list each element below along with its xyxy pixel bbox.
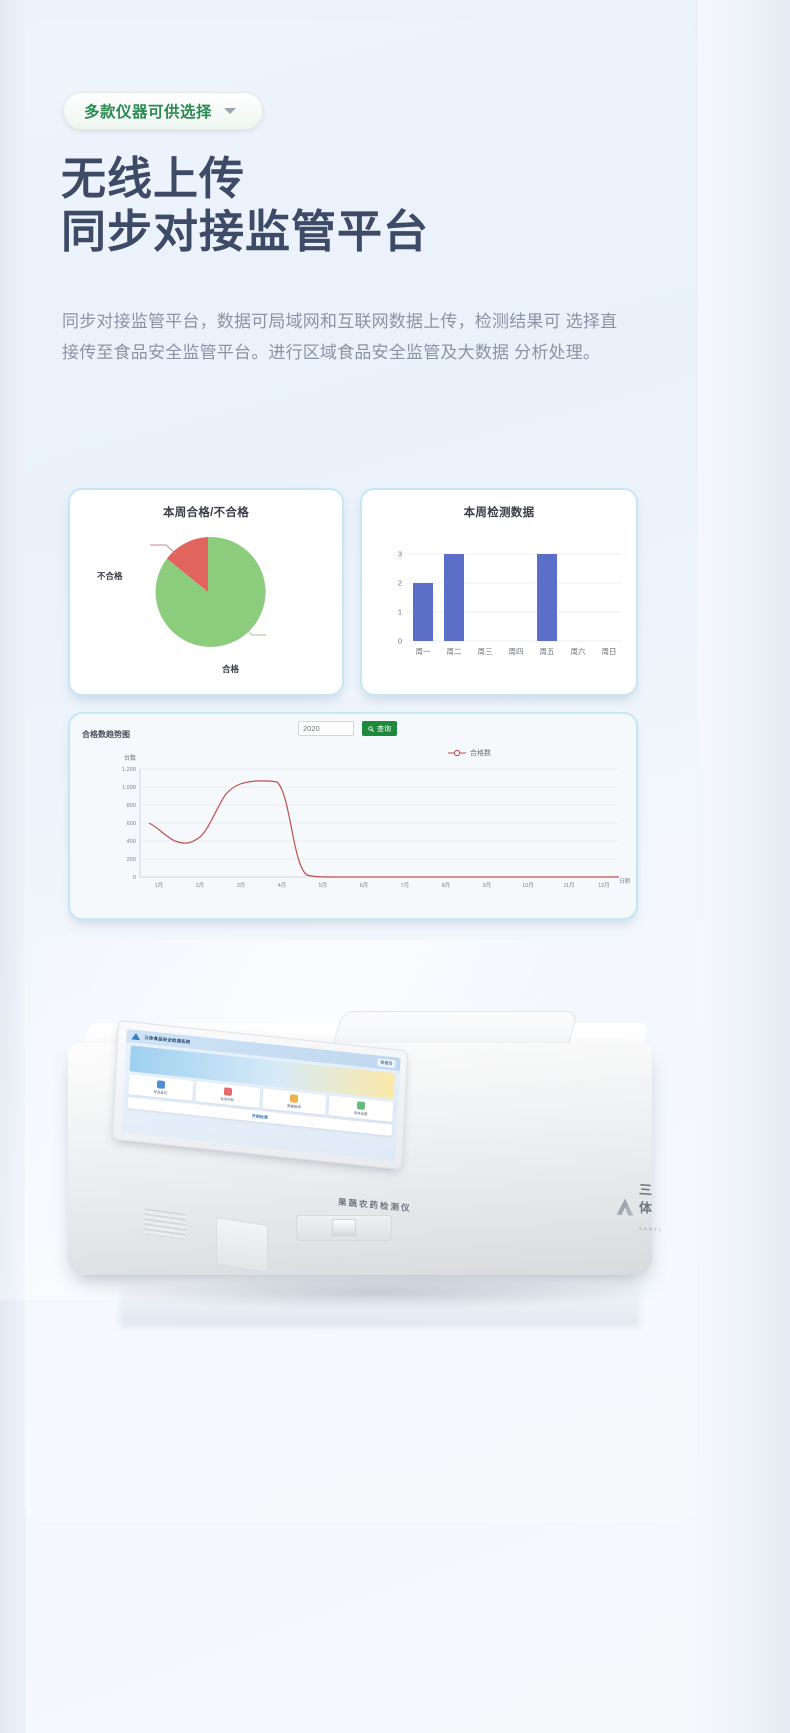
legend-label: 合格数 (470, 750, 491, 757)
tile-label: 系统设置 (353, 1111, 368, 1117)
device-vent (144, 1208, 186, 1240)
line-chart-area: 台数 1,200 1,000 800 600 400 200 0 (70, 744, 636, 904)
device-side-door (216, 1216, 268, 1274)
line-ytick-0: 0 (133, 875, 136, 881)
tile-icon (223, 1086, 232, 1096)
page-description: 同步对接监管平台，数据可局域网和互联网数据上传，检测结果可 选择直接传至食品安全… (62, 312, 618, 362)
search-button-label: 查询 (377, 725, 391, 733)
line-chart-toolbar: 合格数趋势图 2020 查询 合格数 (70, 714, 636, 757)
headline-line-2: 同步对接监管平台 (61, 205, 430, 258)
device-front-label: 果蔬农药检测仪 (338, 1196, 412, 1214)
pie-chart-card: 本周合格/不合格 不合格 合格 (68, 488, 344, 696)
search-icon (368, 725, 374, 732)
bar-ytick-3: 3 (398, 550, 402, 559)
pie-label-fail: 不合格 (97, 571, 123, 581)
line-xtick-8: 9月 (483, 882, 491, 889)
device-reflection (120, 1281, 640, 1327)
line-xtick-9: 10月 (522, 882, 533, 889)
tile-label: 检测项目 (220, 1097, 235, 1103)
bar-ytick-1: 1 (398, 608, 402, 617)
line-ytick-200: 200 (127, 857, 136, 863)
line-xtick-7: 8月 (442, 882, 450, 889)
year-input[interactable]: 2020 (298, 721, 354, 736)
instrument-select-badge[interactable]: 多款仪器可供选择 (63, 92, 263, 130)
bar-xtick-0: 周一 (416, 647, 431, 656)
bar-xtick-3: 周四 (509, 647, 524, 656)
left-edge-shade (0, 0, 26, 1733)
line-xtick-0: 1月 (155, 882, 163, 889)
line-xlabel: 日期 (619, 878, 630, 885)
brand-name-cn: 三体 (639, 1181, 654, 1216)
bar-chart-area: 3 2 1 0 周一 周二 (362, 520, 636, 682)
bar-xtick-1: 周二 (447, 647, 462, 656)
line-xtick-10: 11月 (564, 882, 575, 889)
line-xtick-6: 7月 (401, 882, 409, 889)
line-chart-card: 合格数趋势图 2020 查询 合格数 台数 1,2 (68, 712, 638, 920)
line-xtick-1: 2月 (196, 882, 204, 889)
tile-label: 样品登记 (153, 1090, 168, 1096)
bar-xtick-5: 周六 (571, 646, 586, 656)
line-chart-svg: 台数 1,200 1,000 800 600 400 200 0 (122, 754, 630, 889)
chevron-down-icon (224, 108, 237, 114)
brand-logo-icon (616, 1197, 634, 1216)
device-photo: 果蔬农药检测仪 三体 SANTI 三体食品安全检测系统 管理员 (0, 985, 790, 1405)
pie-chart-title: 本周合格/不合格 (162, 507, 250, 519)
brand-name-en: SANTI (639, 1225, 663, 1233)
line-ytick-800: 800 (127, 803, 136, 809)
line-ytick-600: 600 (127, 821, 136, 827)
device-brand: 三体 SANTI (616, 1179, 664, 1236)
tile-icon (290, 1093, 299, 1103)
line-ytick-400: 400 (127, 839, 136, 845)
search-button[interactable]: 查询 (362, 721, 397, 736)
right-edge-shade (698, 0, 790, 1733)
line-series-path (148, 780, 619, 878)
line-xtick-4: 5月 (319, 882, 327, 889)
pie-chart-svg (150, 536, 266, 647)
tile-icon (356, 1100, 366, 1110)
device-tray-handle[interactable] (332, 1219, 356, 1236)
screen-app-title: 三体食品安全检测系统 (144, 1034, 191, 1045)
headline-line-1: 无线上传 (61, 152, 246, 205)
screen-logo-icon (131, 1033, 140, 1041)
screen-action-label: 开始检测 (251, 1112, 269, 1120)
page-title: 无线上传 同步对接监管平台 (61, 152, 429, 258)
bar-chart-title: 本周检测数据 (463, 507, 535, 519)
tile-label: 数据查询 (287, 1104, 301, 1110)
screen-tile[interactable]: 检测项目 (195, 1081, 260, 1108)
device-shadow (95, 1277, 655, 1309)
bar-ytick-0: 0 (398, 637, 402, 646)
bar-xtick-4: 周五 (540, 647, 555, 656)
line-ytick-1200: 1,200 (122, 767, 136, 773)
bar-chart-card: 本周检测数据 3 2 1 0 (360, 488, 638, 696)
line-xtick-2: 3月 (237, 882, 245, 889)
screen-tile[interactable]: 样品登记 (128, 1074, 194, 1101)
legend-marker-icon (448, 749, 466, 757)
bar-ytick-2: 2 (398, 579, 402, 588)
bar-xtick-2: 周三 (478, 647, 493, 656)
line-xtick-3: 4月 (278, 882, 286, 889)
bar-xtick-6: 周日 (602, 647, 617, 656)
bar-chart-svg: 3 2 1 0 周一 周二 (398, 550, 622, 656)
screen-status-chip: 管理员 (377, 1057, 396, 1068)
line-ylabel: 台数 (124, 754, 136, 762)
badge-label: 多款仪器可供选择 (84, 104, 213, 121)
line-chart-legend: 合格数 (448, 748, 491, 758)
line-chart-title: 合格数趋势图 (82, 729, 130, 739)
line-xtick-5: 6月 (360, 882, 368, 889)
screen-tile[interactable]: 数据查询 (261, 1088, 327, 1115)
tile-icon (156, 1079, 166, 1089)
screen-tile[interactable]: 系统设置 (328, 1095, 394, 1122)
line-xtick-11: 12月 (598, 882, 609, 889)
pie-chart-area: 不合格 合格 (70, 520, 342, 680)
device-screen[interactable]: 三体食品安全检测系统 管理员 样品登记 检测项目 数据查询 (121, 1028, 401, 1162)
line-ytick-1000: 1,000 (122, 785, 136, 791)
pie-label-pass: 合格 (222, 664, 240, 674)
